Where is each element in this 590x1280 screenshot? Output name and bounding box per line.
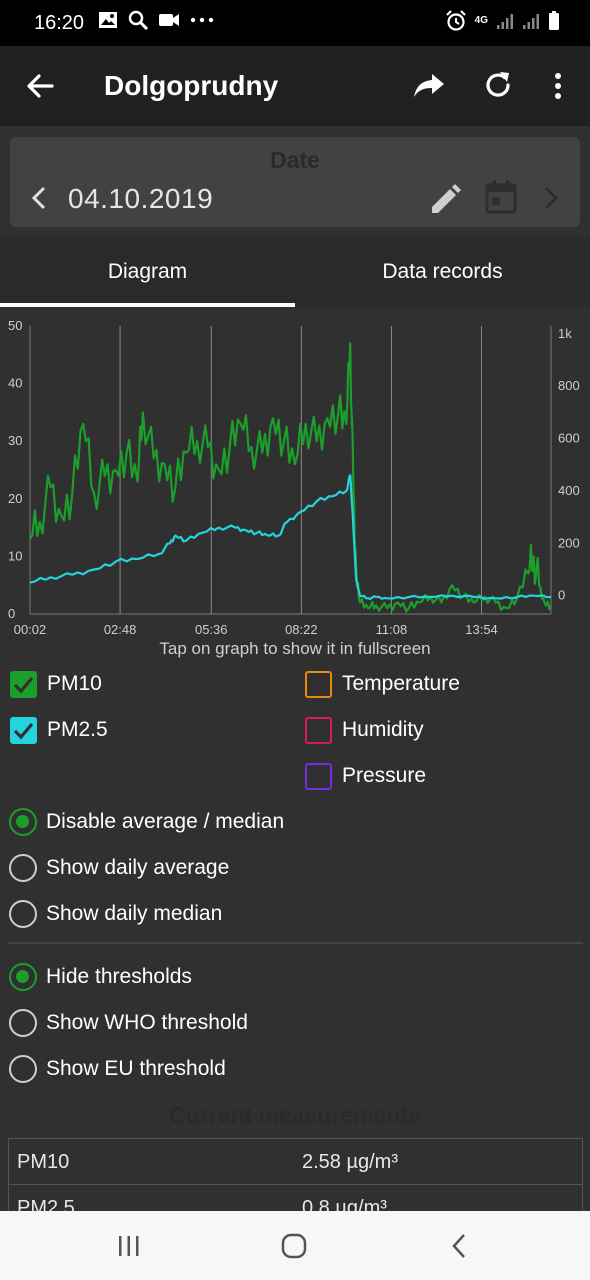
radio-label: Show daily median xyxy=(46,902,223,925)
toggle-pm10[interactable]: PM10 xyxy=(10,666,102,702)
back-nav-icon[interactable] xyxy=(445,1231,475,1261)
back-arrow-icon[interactable] xyxy=(22,68,58,104)
check-icon xyxy=(13,676,34,693)
alarm-icon xyxy=(445,10,466,31)
y-left-tick-label: 10 xyxy=(8,548,22,563)
tab-diagram[interactable]: Diagram xyxy=(0,237,295,307)
pm10-label: PM10 xyxy=(47,672,102,695)
y-left-tick-label: 20 xyxy=(8,491,22,506)
radio-button[interactable] xyxy=(9,900,37,928)
y-left-tick-label: 30 xyxy=(8,433,22,448)
network-type-label: 4G xyxy=(474,15,488,26)
pm-chart[interactable]: 00:02 02:48 05:36 08:22 11:08 13:54 0 10 20 30 40 5… xyxy=(0,312,590,642)
radio-button[interactable] xyxy=(9,808,37,836)
chart-hint: Tap on graph to show it in fullscreen xyxy=(159,639,431,658)
radio-label: Show daily average xyxy=(46,856,230,879)
y-left-tick-label: 40 xyxy=(8,376,22,391)
chart-area[interactable]: 00:02 02:48 05:36 08:22 11:08 13:54 0 10 20 30 40 5… xyxy=(0,312,590,652)
humidity-label: Humidity xyxy=(342,718,424,741)
tab-data-records[interactable]: Data records xyxy=(382,260,503,283)
more-notifications-icon xyxy=(190,17,214,23)
radio-label: Show EU threshold xyxy=(46,1057,226,1080)
radio-disable-average[interactable]: Disable average / median xyxy=(9,804,284,840)
pm25-checkbox[interactable] xyxy=(10,716,37,744)
radio-label: Show WHO threshold xyxy=(46,1011,248,1034)
previous-day-chevron-icon[interactable] xyxy=(28,185,50,211)
radio-daily-average[interactable]: Show daily average xyxy=(9,850,229,886)
x-tick-label: 13:54 xyxy=(465,622,498,637)
x-tick-label: 05:36 xyxy=(195,622,228,637)
toggle-temperature[interactable]: Temperature xyxy=(305,666,460,702)
radio-button[interactable] xyxy=(9,1009,37,1037)
share-icon[interactable] xyxy=(412,68,446,102)
app-bar: Dolgoprudny xyxy=(0,46,590,126)
toggle-pm25[interactable]: PM2.5 xyxy=(10,712,108,748)
date-label: Date xyxy=(270,147,320,173)
measurement-value: 2.58 µg/m³ xyxy=(302,1151,399,1173)
signal-icon-2 xyxy=(523,14,539,29)
measurement-name: PM10 xyxy=(17,1151,70,1173)
overflow-menu-icon[interactable] xyxy=(545,68,571,104)
table-row: PM10 2.58 µg/m³ xyxy=(9,1139,582,1185)
measurements-table: PM10 2.58 µg/m³ PM2.5 0.8 µg/m³ xyxy=(8,1138,583,1218)
radio-eu-threshold[interactable]: Show EU threshold xyxy=(9,1051,226,1087)
gallery-icon xyxy=(99,12,117,28)
y-right-tick-label: 0 xyxy=(558,588,565,603)
y-left-tick-label: 0 xyxy=(8,606,15,621)
system-nav-bar xyxy=(0,1211,590,1280)
home-icon[interactable] xyxy=(279,1231,309,1261)
y-right-tick-label: 200 xyxy=(558,535,580,550)
search-icon xyxy=(128,10,148,30)
status-time: 16:20 xyxy=(34,12,85,34)
humidity-checkbox[interactable] xyxy=(305,716,332,744)
status-bar: 16:20 4G xyxy=(0,0,590,46)
series-line-pm10 xyxy=(29,342,553,613)
video-icon xyxy=(159,14,179,26)
y-right-tick-label: 400 xyxy=(558,483,580,498)
check-icon xyxy=(13,722,34,739)
pm10-checkbox[interactable] xyxy=(10,670,37,698)
selected-date[interactable]: 04.10.2019 xyxy=(68,183,214,214)
tab-bar: Diagram Data records xyxy=(0,237,590,307)
radio-button[interactable] xyxy=(9,854,37,882)
temperature-label: Temperature xyxy=(342,672,460,695)
refresh-icon[interactable] xyxy=(481,68,515,102)
y-right-tick-label: 800 xyxy=(558,378,580,393)
x-tick-label: 11:08 xyxy=(376,622,408,637)
temperature-checkbox[interactable] xyxy=(305,670,332,698)
signal-icon xyxy=(497,14,513,29)
pm25-label: PM2.5 xyxy=(47,718,108,741)
radio-daily-median[interactable]: Show daily median xyxy=(9,896,222,932)
battery-icon xyxy=(549,11,559,30)
radio-label: Hide thresholds xyxy=(46,965,192,988)
radio-button[interactable] xyxy=(9,963,37,991)
radio-who-threshold[interactable]: Show WHO threshold xyxy=(9,1005,248,1041)
date-selector: Date 04.10.2019 xyxy=(10,137,580,227)
page-title: Dolgoprudny xyxy=(104,70,279,101)
divider xyxy=(8,942,583,944)
recent-apps-icon[interactable] xyxy=(114,1231,144,1261)
x-tick-label: 00:02 xyxy=(14,622,47,637)
x-tick-label: 08:22 xyxy=(285,622,318,637)
x-tick-label: 02:48 xyxy=(104,622,137,637)
radio-button[interactable] xyxy=(9,1055,37,1083)
current-measurements-title: Current measurements xyxy=(169,1102,421,1128)
y-right-tick-label: 600 xyxy=(558,431,580,446)
radio-label: Disable average / median xyxy=(46,810,285,833)
pressure-label: Pressure xyxy=(342,764,427,787)
calendar-icon[interactable] xyxy=(484,179,518,215)
toggle-pressure[interactable]: Pressure xyxy=(305,758,426,794)
pressure-checkbox[interactable] xyxy=(305,762,332,790)
edit-pencil-icon[interactable] xyxy=(428,181,462,215)
next-day-chevron-icon[interactable] xyxy=(540,185,562,211)
y-left-tick-label: 50 xyxy=(8,318,22,333)
y-right-tick-label: 1k xyxy=(558,326,572,341)
series-line-pm25 xyxy=(29,474,552,601)
toggle-humidity[interactable]: Humidity xyxy=(305,712,424,748)
radio-hide-thresholds[interactable]: Hide thresholds xyxy=(9,959,192,995)
